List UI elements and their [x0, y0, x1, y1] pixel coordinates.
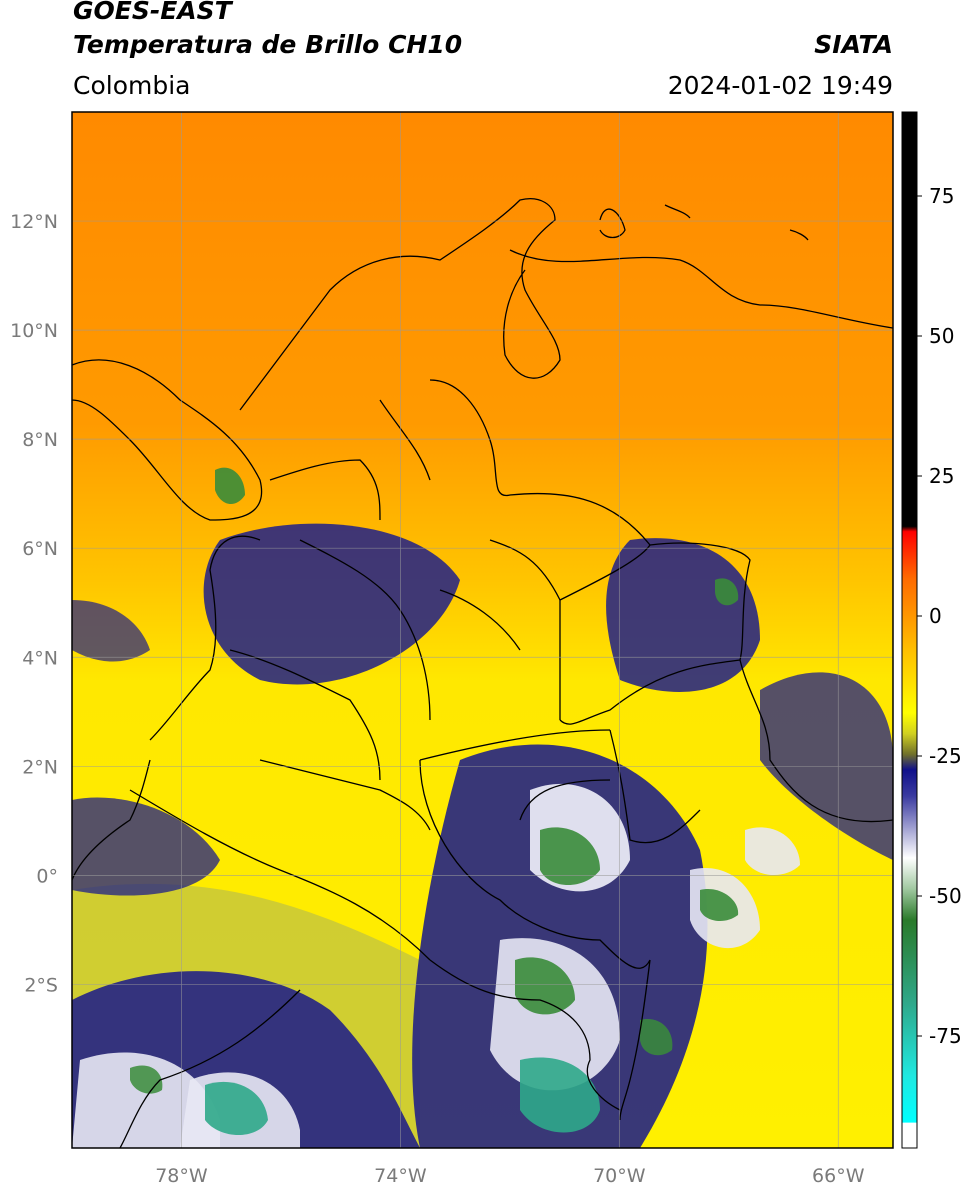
- region-label: Colombia: [73, 71, 191, 100]
- longitude-labels: 78°W 74°W 70°W 66°W: [155, 1165, 864, 1187]
- island-outline: [789, 229, 809, 241]
- island-outline: [664, 204, 691, 219]
- peru-coast-inland: [119, 989, 301, 1148]
- borders-layer: [72, 198, 893, 1148]
- cloud-cluster: [72, 600, 150, 662]
- agency-label: SIATA: [814, 30, 893, 59]
- dept-border: [269, 459, 381, 521]
- cloud-cluster: [203, 523, 460, 685]
- cold-top: [640, 1019, 673, 1056]
- colorbar-tick-label: 50: [929, 324, 954, 348]
- colorbar-tick-label: 75: [929, 184, 954, 208]
- colorbar-tick-label: -75: [929, 1024, 962, 1048]
- dept-border: [259, 759, 431, 831]
- lon-tick-label: 66°W: [812, 1165, 865, 1187]
- lat-tick-label: 6°N: [22, 538, 58, 560]
- cloud-core: [72, 1052, 220, 1148]
- ecuador-border: [129, 789, 431, 961]
- datetime-label: 2024-01-02 19:49: [667, 71, 893, 100]
- guaviare-line: [419, 729, 611, 761]
- colorbar-tick-label: -25: [929, 744, 962, 768]
- lon-tick-label: 78°W: [155, 1165, 208, 1187]
- map-border: [71, 111, 894, 1149]
- product-title: Temperatura de Brillo CH10: [73, 30, 463, 59]
- cold-top: [215, 467, 245, 505]
- brazil-border: [609, 729, 701, 844]
- pacific-coast: [149, 535, 261, 741]
- ecuador-coast: [72, 759, 151, 881]
- dept-border: [489, 539, 561, 601]
- lat-tick-label: 8°N: [22, 429, 58, 451]
- venezuela-coast: [509, 249, 893, 329]
- internal-border: [559, 544, 651, 720]
- colombia-brazil-border: [619, 959, 651, 1121]
- caribbean-coast: [239, 198, 561, 411]
- latitude-labels: 12°N 10°N 8°N 6°N 4°N 2°N 0° 2°S: [10, 211, 58, 996]
- lon-tick-label: 74°W: [374, 1165, 427, 1187]
- cold-top: [205, 1081, 268, 1135]
- colorbar-tick-label: 25: [929, 464, 954, 488]
- cloud-core: [745, 827, 800, 876]
- peru-border: [429, 959, 621, 1111]
- lat-tick-label: 2°S: [24, 974, 58, 996]
- colorbar-tick-label: -50: [929, 884, 962, 908]
- panama-coast: [72, 359, 263, 521]
- lat-tick-label: 0°: [36, 865, 58, 887]
- cloud-cluster: [606, 538, 760, 692]
- lat-tick-label: 2°N: [22, 756, 58, 778]
- colorbar-ticks: 75 50 25 0 -25 -50 -75: [917, 184, 962, 1048]
- dept-border: [439, 589, 521, 651]
- lat-tick-label: 4°N: [22, 647, 58, 669]
- dept-border: [379, 399, 431, 481]
- lat-tick-label: 12°N: [10, 211, 58, 233]
- imagery-layer: [72, 112, 893, 1148]
- cold-top: [700, 889, 739, 922]
- lon-tick-label: 70°W: [593, 1165, 646, 1187]
- cloud-cluster: [72, 797, 220, 896]
- cold-top: [520, 1057, 600, 1133]
- island-outline: [599, 208, 626, 239]
- dept-border: [299, 539, 431, 721]
- amazon-border: [419, 759, 651, 969]
- cold-top: [715, 578, 739, 606]
- satellite-title: GOES-EAST: [73, 0, 232, 25]
- cold-top: [540, 827, 600, 885]
- colombia-venezuela-border: [429, 379, 751, 725]
- lat-tick-label: 10°N: [10, 320, 58, 342]
- colorbar: [901, 111, 918, 1149]
- colorbar-tick-label: 0: [929, 604, 942, 628]
- gridlines: [72, 112, 893, 1148]
- venezuela-brazil-border: [739, 659, 893, 823]
- dept-border: [229, 649, 381, 781]
- guainia-border: [519, 779, 611, 821]
